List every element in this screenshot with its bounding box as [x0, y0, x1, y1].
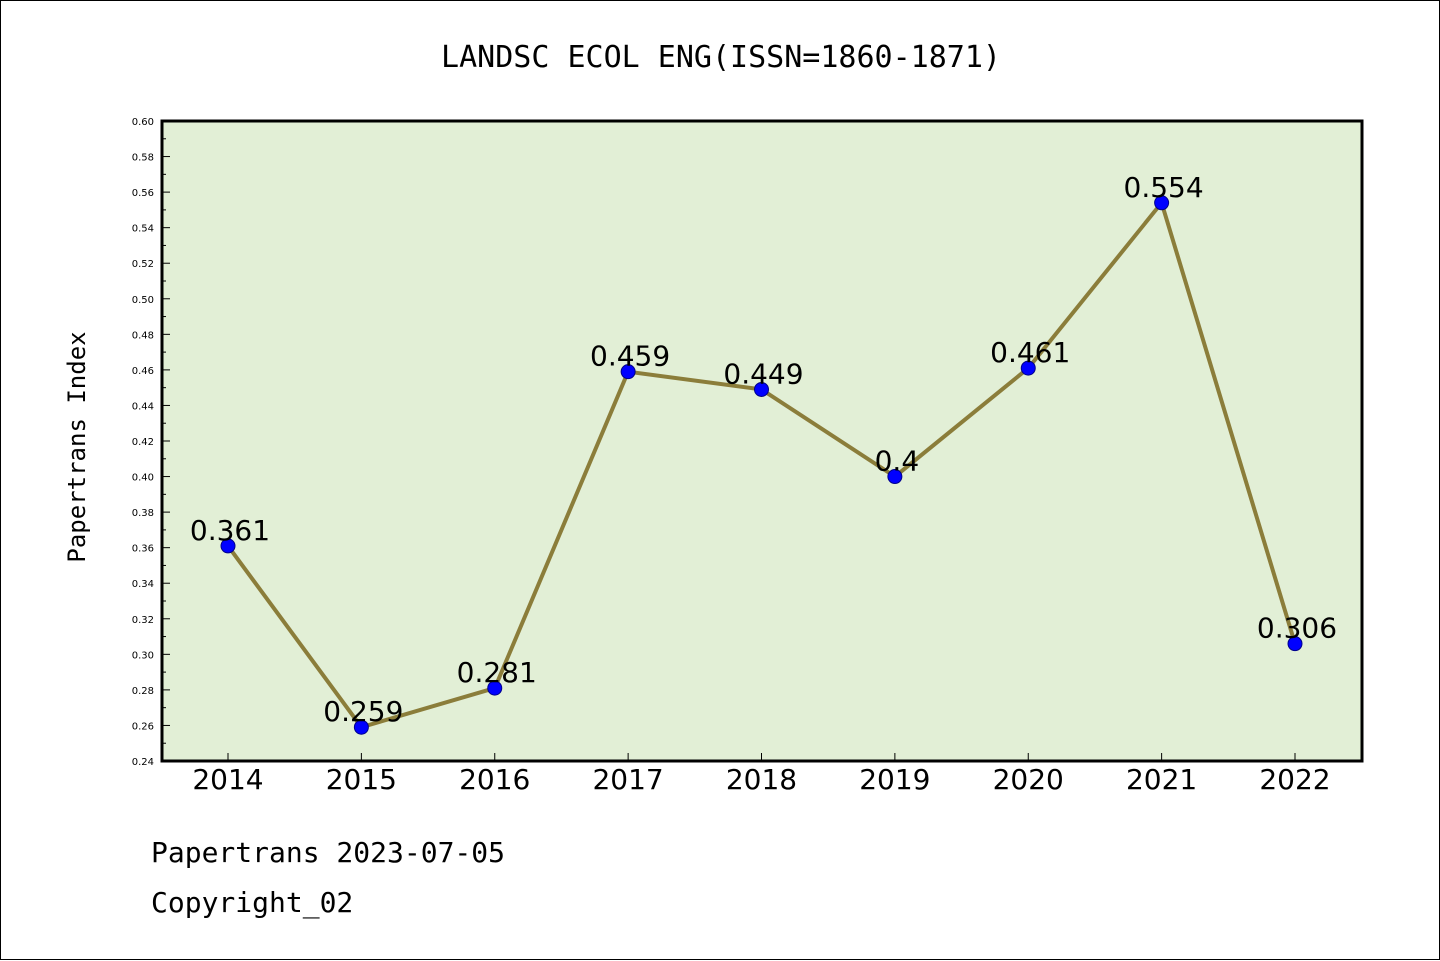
y-tick-label: 0.50 — [132, 295, 154, 306]
footer-copyright-line: Copyright_02 — [151, 886, 354, 919]
chart-title: LANDSC ECOL ENG(ISSN=1860-1871) — [441, 40, 1001, 75]
y-tick-label: 0.32 — [132, 615, 154, 626]
x-tick-label: 2016 — [459, 763, 530, 796]
data-label-2016: 0.281 — [457, 656, 537, 689]
data-point-2017 — [620, 364, 636, 380]
y-tick-label: 0.34 — [132, 579, 154, 590]
x-tick-label: 2014 — [192, 763, 263, 796]
y-tick-label: 0.44 — [132, 401, 154, 412]
plot-area — [162, 121, 1362, 761]
x-tick-label: 2019 — [859, 763, 930, 796]
x-axis: 2014 2015 2016 2017 2018 2019 2020 2021 2022 — [192, 753, 1331, 796]
data-point-2015 — [353, 719, 369, 735]
y-tick-label: 0.36 — [132, 544, 154, 555]
y-tick-label: 0.28 — [132, 686, 154, 697]
data-point-2018 — [754, 381, 769, 397]
x-tick-label: 2022 — [1259, 763, 1330, 796]
y-axis-label: Papertrans Index — [63, 331, 91, 562]
data-label-2015: 0.259 — [323, 695, 403, 728]
data-label-2017: 0.459 — [590, 340, 670, 373]
data-label-2014: 0.361 — [190, 514, 270, 547]
y-tick-label: 0.38 — [132, 508, 154, 519]
x-tick-label: 2015 — [326, 763, 397, 796]
y-tick-label: 0.60 — [132, 117, 154, 128]
y-tick-label: 0.40 — [132, 473, 154, 484]
y-tick-label: 0.58 — [132, 153, 154, 164]
data-points — [220, 195, 1303, 735]
data-point-2020 — [1020, 360, 1036, 376]
data-point-2019 — [887, 469, 903, 485]
footer-date-line: Papertrans 2023-07-05 — [151, 836, 506, 869]
y-tick-label: 0.42 — [132, 437, 154, 448]
x-tick-label: 2021 — [1126, 763, 1197, 796]
y-tick-label: 0.52 — [132, 259, 154, 270]
data-label-2019: 0.4 — [875, 445, 920, 478]
data-point-2016 — [487, 680, 503, 696]
y-tick-label: 0.54 — [132, 224, 154, 235]
plot-border — [160, 119, 1364, 763]
data-label-2022: 0.306 — [1257, 612, 1337, 645]
x-tick-label: 2020 — [993, 763, 1064, 796]
data-label-2018: 0.449 — [723, 357, 803, 390]
data-point-2014 — [220, 538, 236, 554]
x-tick-label: 2018 — [726, 763, 797, 796]
data-point-2022 — [1287, 636, 1303, 652]
y-tick-label: 0.48 — [132, 330, 154, 341]
data-labels: 0.361 0.259 0.281 0.459 0.449 0.4 0.461 0.554 0.… — [190, 171, 1337, 728]
data-label-2021: 0.554 — [1124, 171, 1204, 204]
y-tick-label: 0.56 — [132, 188, 154, 199]
y-tick-label: 0.26 — [132, 721, 154, 732]
data-label-2020: 0.461 — [990, 336, 1070, 369]
y-tick-label: 0.30 — [132, 650, 154, 661]
y-tick-label: 0.24 — [132, 757, 154, 768]
data-point-2021 — [1154, 195, 1170, 211]
x-tick-label: 2017 — [592, 763, 663, 796]
y-axis: 0.24 0.26 0.28 0.30 0.32 0.34 0.36 0.38 0.40 0.42… — [132, 117, 170, 768]
y-tick-label: 0.46 — [132, 366, 154, 377]
